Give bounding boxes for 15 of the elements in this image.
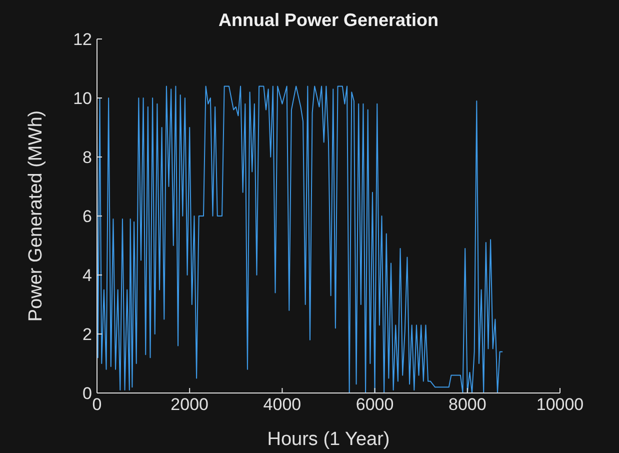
y-tick-label: 8 (82, 148, 92, 168)
x-tick-label: 2000 (170, 395, 209, 414)
y-tick-label: 4 (82, 266, 92, 286)
y-tick-label: 10 (73, 89, 92, 108)
x-tick-label: 8000 (448, 395, 486, 414)
x-tick-label: 4000 (263, 395, 302, 414)
y-axis-title: Power Generated (MWh) (26, 110, 47, 322)
x-axis-title: Hours (1 Year) (267, 429, 390, 450)
x-tick-label: 6000 (356, 395, 394, 414)
chart-title: Annual Power Generation (217, 10, 440, 31)
y-tick-label: 6 (82, 207, 92, 226)
y-tick-label: 12 (73, 30, 92, 50)
x-tick-label: 10000 (536, 395, 584, 414)
y-tick-label: 2 (82, 325, 92, 344)
line-series (97, 86, 504, 393)
